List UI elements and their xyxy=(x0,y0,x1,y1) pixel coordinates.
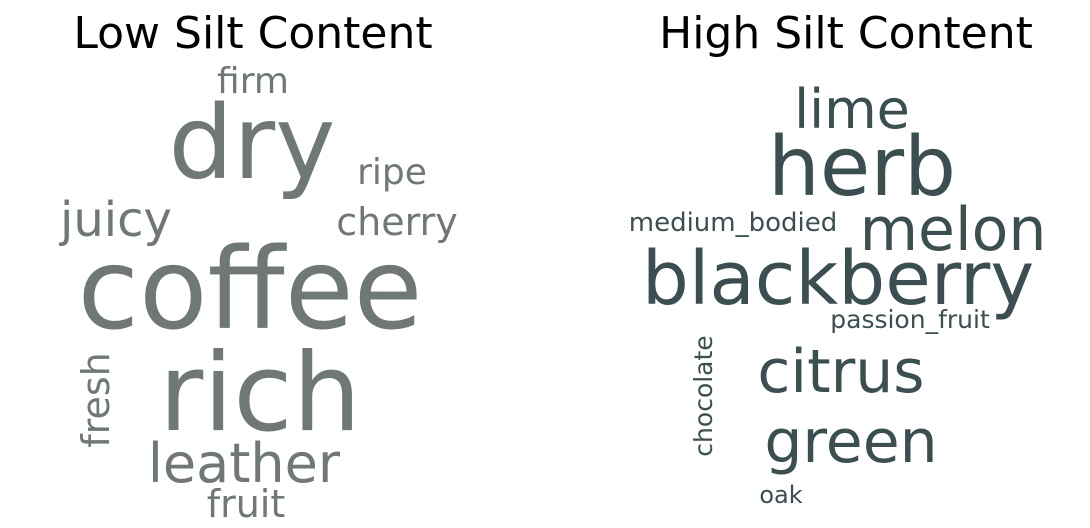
word-herb: herb xyxy=(768,120,956,215)
word-oak: oak xyxy=(759,481,802,509)
word-firm: firm xyxy=(217,61,289,102)
word-green: green xyxy=(764,407,937,477)
panel-title-high-silt: High Silt Content xyxy=(659,8,1033,59)
word-fruit: fruit xyxy=(207,482,286,526)
word-melon: melon xyxy=(860,195,1047,265)
word-rich: rich xyxy=(159,331,361,456)
panel-title-low-silt: Low Silt Content xyxy=(73,8,432,59)
word-citrus: citrus xyxy=(757,337,924,407)
word-passion-fruit: passion_fruit xyxy=(830,305,990,334)
word-fresh: fresh xyxy=(74,352,118,447)
word-medium-bodied: medium_bodied xyxy=(629,208,838,238)
word-cherry: cherry xyxy=(336,200,457,244)
word-coffee: coffee xyxy=(77,225,422,355)
word-dry: dry xyxy=(168,84,335,203)
word-juicy: juicy xyxy=(59,192,172,248)
word-leather: leather xyxy=(148,432,341,495)
word-lime: lime xyxy=(794,78,910,141)
word-blackberry: blackberry xyxy=(642,236,1034,322)
word-chocolate: chocolate xyxy=(689,335,718,456)
word-ripe: ripe xyxy=(357,152,427,193)
